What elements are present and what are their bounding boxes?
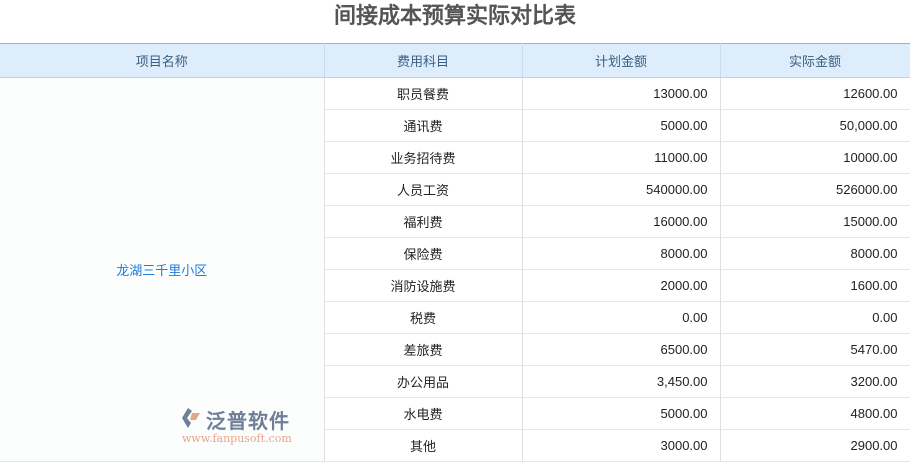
table-row: 人员工资 540000.00 526000.00 <box>0 173 910 206</box>
expense-item-cell: 业务招待费 <box>324 141 523 174</box>
header-planned-amount[interactable]: 计划金额 <box>522 43 721 78</box>
expense-item-cell: 职员餐费 <box>324 77 523 110</box>
actual-amount-cell: 3200.00 <box>720 365 910 398</box>
table-header-row: 项目名称 费用科目 计划金额 实际金额 <box>0 43 910 78</box>
planned-amount-cell: 8000.00 <box>522 237 721 270</box>
fanpu-logo-icon <box>182 408 200 428</box>
planned-amount-cell: 3000.00 <box>522 429 721 462</box>
table-row: 水电费 5000.00 4800.00 <box>0 397 910 430</box>
table-row: 消防设施费 2000.00 1600.00 <box>0 269 910 302</box>
planned-amount-cell: 11000.00 <box>522 141 721 174</box>
planned-amount-cell: 2000.00 <box>522 269 721 302</box>
planned-amount-cell: 0.00 <box>522 301 721 334</box>
planned-amount-cell: 540000.00 <box>522 173 721 206</box>
table-row: 福利费 16000.00 15000.00 <box>0 205 910 238</box>
budget-comparison-table: 项目名称 费用科目 计划金额 实际金额 龙湖三千里小区 职员餐费 13000.00 1… <box>0 43 910 462</box>
actual-amount-cell: 526000.00 <box>720 173 910 206</box>
expense-item-cell: 水电费 <box>324 397 523 430</box>
header-project-name[interactable]: 项目名称 <box>0 43 325 78</box>
planned-amount-cell: 3,450.00 <box>522 365 721 398</box>
table-row: 业务招待费 11000.00 10000.00 <box>0 141 910 174</box>
actual-amount-cell: 12600.00 <box>720 77 910 110</box>
expense-item-cell: 通讯费 <box>324 109 523 142</box>
header-actual-amount[interactable]: 实际金额 <box>720 43 910 78</box>
planned-amount-cell: 5000.00 <box>522 109 721 142</box>
planned-amount-cell: 6500.00 <box>522 333 721 366</box>
project-name-cell[interactable]: 龙湖三千里小区 <box>0 77 325 462</box>
table-row: 龙湖三千里小区 职员餐费 13000.00 12600.00 <box>0 77 910 462</box>
actual-amount-cell: 2900.00 <box>720 429 910 462</box>
watermark-url: www.fanpusoft.com <box>182 432 292 445</box>
expense-item-cell: 人员工资 <box>324 173 523 206</box>
table-row: 保险费 8000.00 8000.00 <box>0 237 910 270</box>
planned-amount-cell: 13000.00 <box>522 77 721 110</box>
header-expense-item[interactable]: 费用科目 <box>324 43 523 78</box>
table-row: 税费 0.00 0.00 <box>0 301 910 334</box>
expense-item-cell: 差旅费 <box>324 333 523 366</box>
page-title: 间接成本预算实际对比表 <box>333 4 576 29</box>
watermark: 泛普软件 www.fanpusoft.com <box>180 405 310 452</box>
actual-amount-cell: 4800.00 <box>720 397 910 430</box>
planned-amount-cell: 16000.00 <box>522 205 721 238</box>
actual-amount-cell: 10000.00 <box>720 141 910 174</box>
expense-item-cell: 税费 <box>324 301 523 334</box>
actual-amount-cell: 8000.00 <box>720 237 910 270</box>
expense-item-cell: 保险费 <box>324 237 523 270</box>
actual-amount-cell: 1600.00 <box>720 269 910 302</box>
actual-amount-cell: 50,000.00 <box>720 109 910 142</box>
actual-amount-cell: 0.00 <box>720 301 910 334</box>
expense-item-cell: 消防设施费 <box>324 269 523 302</box>
table-row: 通讯费 5000.00 50,000.00 <box>0 109 910 142</box>
table-row: 差旅费 6500.00 5470.00 <box>0 333 910 366</box>
expense-item-cell: 其他 <box>324 429 523 462</box>
planned-amount-cell: 5000.00 <box>522 397 721 430</box>
table-row: 办公用品 3,450.00 3200.00 <box>0 365 910 398</box>
actual-amount-cell: 15000.00 <box>720 205 910 238</box>
expense-item-cell: 福利费 <box>324 205 523 238</box>
watermark-brand: 泛普软件 <box>206 411 290 433</box>
expense-item-cell: 办公用品 <box>324 365 523 398</box>
actual-amount-cell: 5470.00 <box>720 333 910 366</box>
